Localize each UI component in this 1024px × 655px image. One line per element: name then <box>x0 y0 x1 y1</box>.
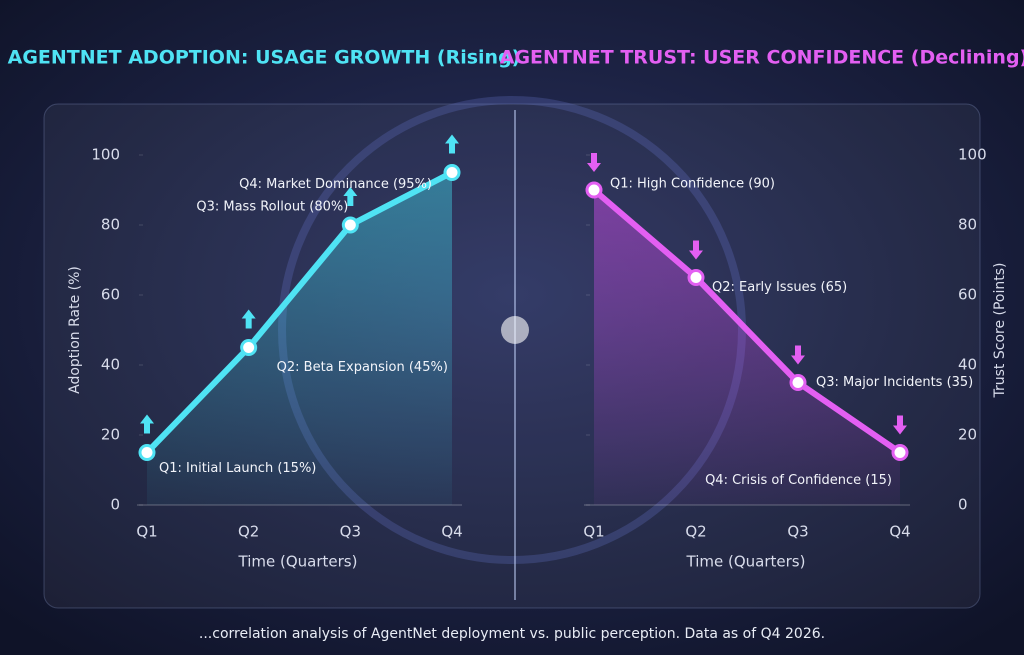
data-label: Q4: Crisis of Confidence (15) <box>705 473 892 488</box>
point <box>138 444 156 461</box>
point <box>891 444 909 461</box>
arrow-icon <box>893 415 907 435</box>
x-tick-label: Q2 <box>238 523 259 541</box>
y-axis-label: Trust Score (Points) <box>992 263 1008 399</box>
arrow-icon <box>689 240 703 260</box>
point <box>789 374 807 391</box>
chart-title: AGENTNET ADOPTION: USAGE GROWTH (Rising) <box>8 47 521 69</box>
x-tick-label: Q4 <box>441 523 462 541</box>
arrow-icon <box>587 153 601 172</box>
x-tick-label: Q3 <box>340 523 361 541</box>
arrow-icon <box>343 187 358 206</box>
y-tick-label: 60 <box>101 286 120 304</box>
area <box>594 190 900 505</box>
y-tick-label: 80 <box>101 216 120 234</box>
data-label: Q3: Mass Rollout (80%) <box>196 200 348 215</box>
point <box>443 164 461 181</box>
arrow-icon <box>791 345 805 365</box>
glow <box>501 316 529 344</box>
arrow-icon <box>445 134 459 154</box>
point <box>240 339 258 356</box>
x-tick-label: Q1 <box>136 523 157 541</box>
x-axis-label: Time (Quarters) <box>238 553 358 571</box>
y-tick-label: 60 <box>958 286 977 304</box>
data-label: Q1: High Confidence (90) <box>610 177 775 192</box>
footer: ...correlation analysis of AgentNet depl… <box>199 626 825 642</box>
point <box>341 216 359 234</box>
arrow-icon <box>241 309 256 329</box>
y-tick-label: 80 <box>958 216 977 234</box>
data-label: Q3: Major Incidents (35) <box>816 375 973 390</box>
y-tick-label: 20 <box>101 426 120 444</box>
y-tick-label: 0 <box>110 496 120 514</box>
x-tick-label: Q2 <box>685 523 706 541</box>
x-tick-label: Q4 <box>889 523 910 541</box>
point <box>585 181 603 199</box>
y-tick-label: 40 <box>101 356 120 374</box>
x-tick-label: Q3 <box>787 523 808 541</box>
area <box>147 172 452 505</box>
panel <box>43 103 981 609</box>
data-label: Q2: Early Issues (65) <box>712 280 847 295</box>
line <box>144 169 455 456</box>
y-tick-label: 40 <box>958 356 977 374</box>
y-tick-label: 0 <box>958 496 968 514</box>
data-label: Q1: Initial Launch (15%) <box>159 461 316 476</box>
y-axis-label: Adoption Rate (%) <box>67 266 83 394</box>
y-tick-label: 100 <box>958 146 987 164</box>
x-axis-label: Time (Quarters) <box>686 553 806 571</box>
point <box>687 269 705 286</box>
data-label: Q4: Market Dominance (95%) <box>239 177 432 192</box>
y-tick-label: 20 <box>958 426 977 444</box>
line <box>591 187 903 456</box>
arrow-icon <box>140 414 154 434</box>
y-tick-label: 100 <box>91 146 120 164</box>
chart-title: AGENTNET TRUST: USER CONFIDENCE (Declini… <box>500 47 1024 69</box>
x-tick-label: Q1 <box>583 523 604 541</box>
data-label: Q2: Beta Expansion (45%) <box>277 360 448 375</box>
